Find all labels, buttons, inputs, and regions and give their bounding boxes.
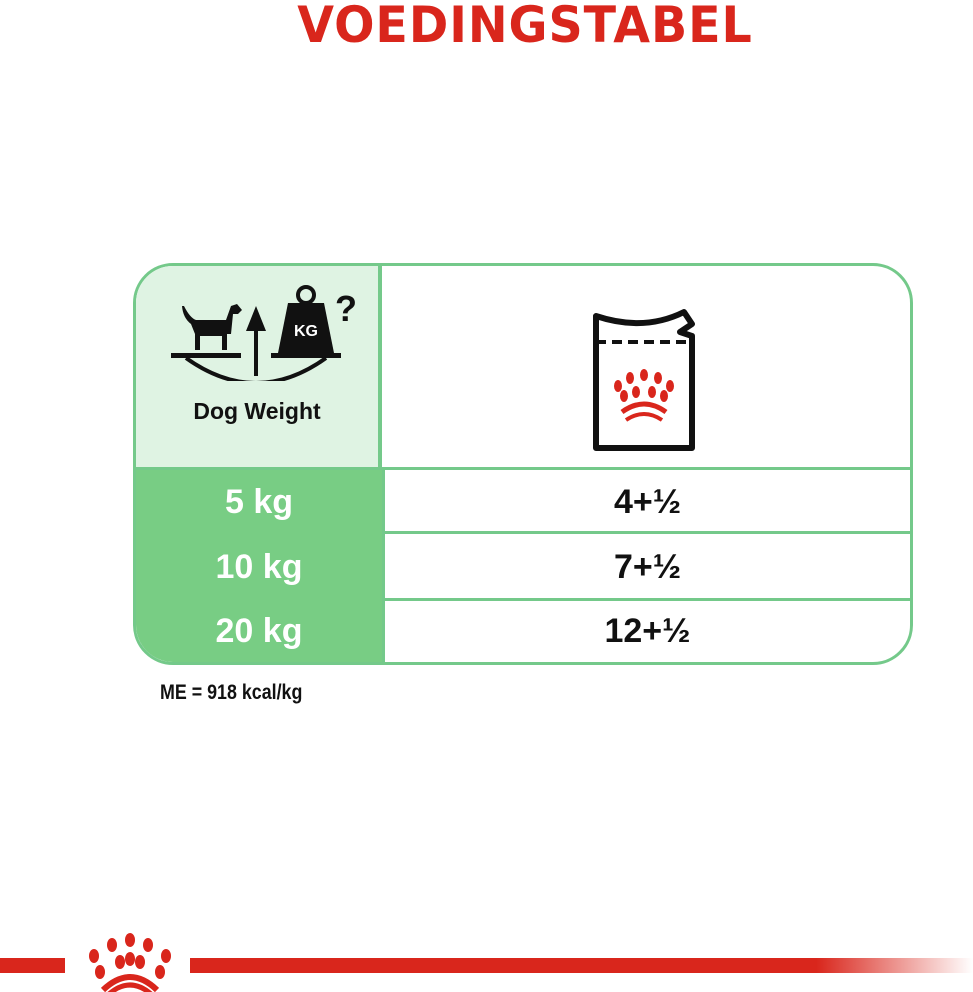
amount-cell: 12+½ <box>382 601 910 662</box>
energy-footnote: ME = 918 kcal/kg <box>160 681 303 704</box>
svg-text:KG: KG <box>294 323 318 340</box>
brand-bar-right <box>190 958 973 973</box>
row-divider <box>382 531 910 534</box>
dog-weight-header: KG ? Dog Weight <box>136 266 382 470</box>
royal-canin-crown-logo <box>89 933 171 992</box>
dog-weight-label: Dog Weight <box>193 398 321 424</box>
feeding-table: KG ? Dog Weight 5 kg 4+½ 10 kg 7+½ 20 kg… <box>133 263 913 665</box>
brand-bar-left <box>0 958 65 973</box>
amount-cell: 7+½ <box>382 534 910 601</box>
table-row: 10 kg 7+½ <box>136 534 910 601</box>
wet-food-pouch-icon <box>593 309 695 451</box>
table-row: 5 kg 4+½ <box>136 470 910 534</box>
row-divider <box>382 598 910 601</box>
page-title: VOEDINGSTABEL <box>297 0 753 54</box>
weight-cell: 10 kg <box>136 534 382 601</box>
weight-cell: 20 kg <box>136 601 382 662</box>
svg-text:?: ? <box>335 288 356 329</box>
table-row: 20 kg 12+½ <box>136 601 910 662</box>
food-header <box>382 266 910 470</box>
weight-cell: 5 kg <box>136 470 382 534</box>
amount-cell: 4+½ <box>382 470 910 534</box>
dog-weight-scale-icon: KG ? <box>171 285 356 381</box>
